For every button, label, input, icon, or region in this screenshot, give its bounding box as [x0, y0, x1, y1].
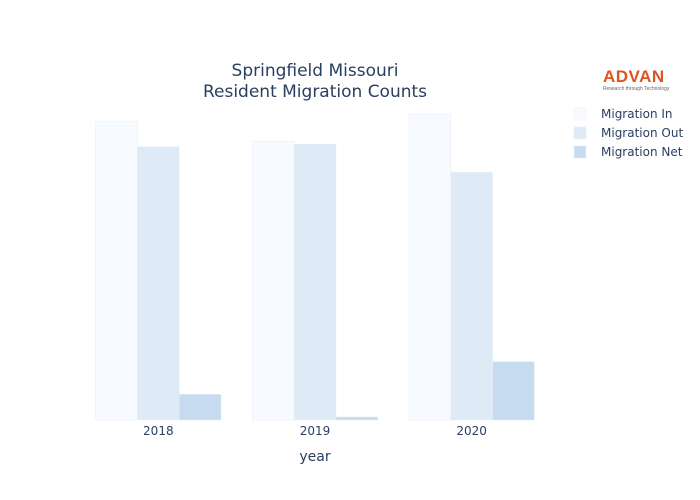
legend-label-migration-net[interactable]: Migration Net	[601, 145, 683, 159]
x-tick-label-2019: 2019	[300, 424, 331, 438]
legend-swatch-migration-out[interactable]	[573, 126, 587, 140]
chart-title-line-1: Springfield Missouri	[232, 61, 399, 81]
legend: Migration In Migration Out Migration Net	[573, 107, 683, 159]
bars-group	[95, 113, 535, 421]
legend-swatch-migration-net[interactable]	[573, 145, 587, 159]
x-tick-label-2020: 2020	[456, 424, 487, 438]
bar-migration-net-2020	[492, 361, 535, 421]
legend-label-migration-in[interactable]: Migration In	[601, 107, 673, 121]
advan-logo: ADVAN Research through Technology	[603, 67, 673, 93]
bar-migration-in-2020	[408, 113, 452, 421]
x-axis-title: year	[299, 449, 330, 465]
bar-migration-out-2018	[137, 146, 180, 421]
x-axis-ticks: 2018 2019 2020	[143, 424, 487, 438]
bar-migration-out-2020	[450, 172, 493, 421]
bar-migration-net-2018	[178, 394, 222, 421]
x-tick-label-2018: 2018	[143, 424, 174, 438]
legend-label-migration-out[interactable]: Migration Out	[601, 126, 683, 140]
bar-migration-in-2019	[252, 140, 295, 421]
legend-swatch-migration-in[interactable]	[573, 107, 587, 121]
bar-migration-out-2019	[293, 143, 337, 421]
logo-wordmark: ADVAN	[603, 67, 665, 86]
bar-migration-net-2019	[335, 416, 378, 421]
logo-tagline: Research through Technology	[603, 86, 670, 92]
chart-title-line-2: Resident Migration Counts	[203, 82, 427, 102]
bar-migration-in-2018	[95, 120, 138, 421]
